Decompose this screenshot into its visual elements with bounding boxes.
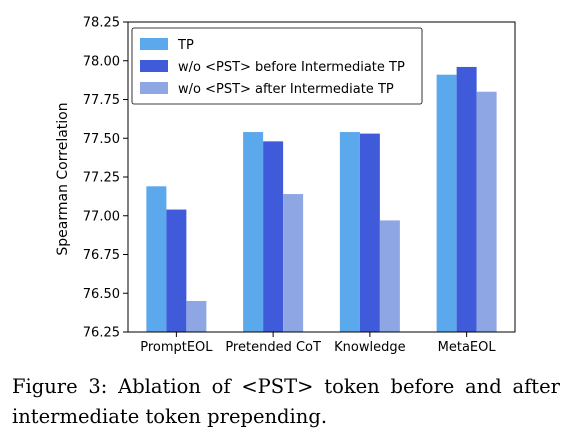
x-tick-label: Knowledge	[334, 340, 405, 355]
legend-label: w/o <PST> before Intermediate TP	[178, 60, 405, 75]
bar-tp-metaeol	[436, 74, 457, 332]
y-tick-label: 77.75	[83, 93, 120, 108]
x-tick-label: PromptEOL	[140, 340, 213, 355]
y-tick-label: 77.50	[83, 132, 120, 147]
bar-tp-prompteol	[146, 186, 167, 332]
legend-swatch	[140, 60, 168, 72]
y-tick-label: 77.25	[83, 171, 120, 186]
y-tick-label: 78.25	[83, 16, 120, 31]
bar-w-o-pst-after-intermediate-tp-prompteol	[186, 301, 207, 332]
y-tick-label: 76.50	[83, 287, 120, 302]
bar-w-o-pst-before-intermediate-tp-prompteol	[166, 209, 187, 332]
legend-box	[131, 27, 423, 105]
bar-w-o-pst-after-intermediate-tp-metaeol	[476, 91, 497, 332]
legend-swatch	[140, 82, 168, 94]
y-axis-ticks: 76.25 76.50 76.75 77.00 77.25 77.50 77.75 78.00…	[83, 16, 128, 341]
plot-frame	[127, 21, 516, 333]
x-tick-label: MetaEOL	[438, 340, 497, 355]
y-tick-label: 76.25	[83, 326, 120, 341]
bar-tp-knowledge	[339, 132, 360, 332]
bars	[146, 66, 497, 332]
y-tick-label: 78.00	[83, 54, 120, 69]
bar-chart: 76.25 76.50 76.75 77.00 77.25 77.50 77.75 78.00…	[55, 16, 516, 355]
legend: TP w/o <PST> before Intermediate TP w/o <P…	[131, 27, 423, 105]
figure-caption: Figure 3: Ablation of <PST> token before…	[12, 375, 560, 428]
y-tick-label: 76.75	[83, 248, 120, 263]
x-tick-label: Pretended CoT	[225, 340, 321, 355]
x-axis-ticks: PromptEOL Pretended CoT Knowledge MetaEOL	[140, 332, 496, 355]
legend-swatch	[140, 38, 168, 50]
bar-w-o-pst-before-intermediate-tp-pretended-cot	[263, 141, 284, 332]
y-tick-label: 77.00	[83, 209, 120, 224]
legend-label: TP	[177, 38, 194, 53]
bar-w-o-pst-after-intermediate-tp-pretended-cot	[283, 194, 304, 332]
y-axis-label: Spearman Correlation	[55, 102, 71, 255]
legend-label: w/o <PST> after Intermediate TP	[178, 82, 394, 97]
bar-w-o-pst-before-intermediate-tp-knowledge	[359, 133, 380, 332]
bar-w-o-pst-after-intermediate-tp-knowledge	[379, 220, 400, 332]
bar-tp-pretended-cot	[243, 132, 264, 332]
bar-w-o-pst-before-intermediate-tp-metaeol	[456, 66, 477, 332]
